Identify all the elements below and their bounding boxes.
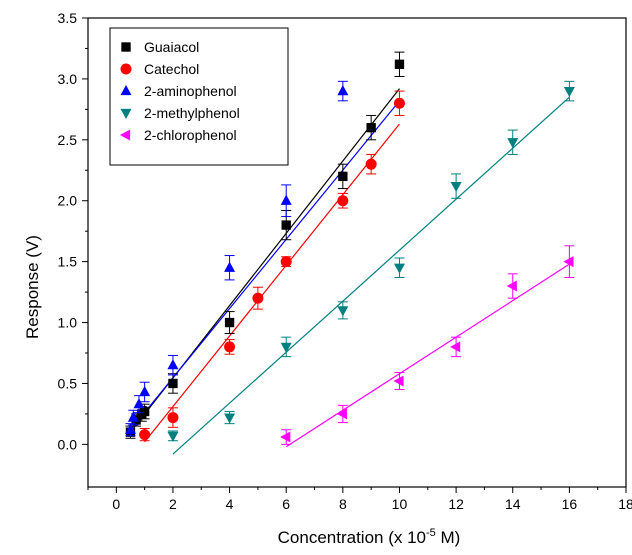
data-point	[280, 431, 291, 443]
y-tick-label: 1.5	[58, 254, 78, 270]
data-point	[393, 263, 405, 274]
y-tick-label: 1.0	[58, 315, 78, 331]
fit-lines	[130, 88, 570, 455]
data-point	[337, 306, 349, 317]
y-tick-label: 3.0	[58, 71, 78, 87]
y-tick-label: 0.5	[58, 375, 78, 391]
legend-label: 2-aminophenol	[144, 83, 237, 99]
x-tick-label: 18	[618, 496, 632, 512]
y-tick-label: 0.0	[58, 436, 78, 452]
data-point	[337, 85, 349, 96]
data-point	[252, 292, 264, 304]
data-point	[139, 385, 151, 397]
y-tick-label: 2.0	[58, 193, 78, 209]
data-point	[507, 138, 519, 149]
x-tick-label: 4	[226, 496, 234, 512]
x-axis-title-unit: M)	[436, 528, 461, 547]
data-point	[280, 256, 292, 268]
data-point	[393, 375, 404, 387]
data-points	[124, 51, 575, 445]
data-point	[124, 423, 136, 434]
data-point	[393, 97, 405, 109]
legend-box	[109, 27, 289, 166]
legend-marker	[120, 84, 132, 96]
legend-marker	[120, 108, 132, 120]
legend-marker	[121, 42, 131, 52]
y-tick-label: 3.5	[58, 10, 78, 26]
x-tick-label: 14	[505, 496, 521, 512]
y-tick-label: 2.5	[58, 132, 78, 148]
x-axis-title-exponent: -5	[426, 527, 436, 539]
x-tick-label: 12	[448, 496, 464, 512]
x-tick-label: 2	[169, 496, 177, 512]
plot-frame	[87, 17, 627, 488]
data-point	[224, 261, 236, 272]
axes: 0 2 4 6 8 10 12 14 16 18 0.0 0.5 1.0 1.5 2.0 2.5 3.0 3.5	[58, 10, 632, 512]
data-point	[224, 413, 236, 424]
data-point	[338, 171, 348, 182]
legend-marker	[120, 63, 132, 75]
legend-label: Catechol	[144, 61, 199, 77]
plot-border	[87, 17, 627, 488]
data-point	[563, 256, 574, 268]
data-point	[168, 378, 178, 389]
data-point	[450, 341, 461, 353]
data-point	[280, 194, 292, 205]
data-point	[336, 408, 347, 420]
data-point	[167, 412, 179, 424]
legend-label: 2-chlorophenol	[144, 127, 237, 143]
legend: Guaiacol Catechol 2-aminophenol 2-methylphe…	[109, 27, 289, 166]
data-point	[394, 59, 405, 69]
data-point	[337, 195, 349, 207]
y-axis-title: Response (V)	[23, 235, 42, 339]
data-point	[563, 86, 575, 98]
x-tick-label: 8	[339, 496, 347, 512]
data-point	[366, 122, 376, 133]
data-point	[167, 359, 179, 370]
fit-line	[285, 263, 570, 448]
fit-line	[144, 123, 400, 443]
legend-label: Guaiacol	[144, 39, 199, 55]
legend-label: 2-methylphenol	[144, 105, 240, 121]
x-axis-title-main: Concentration (x 10	[278, 528, 426, 547]
x-tick-label: 16	[562, 496, 578, 512]
data-point	[506, 280, 517, 292]
x-tick-label: 10	[392, 496, 408, 512]
data-point	[133, 398, 145, 409]
data-point	[450, 181, 462, 193]
data-point	[139, 406, 150, 417]
data-point	[139, 429, 151, 441]
data-point	[280, 342, 292, 353]
legend-marker	[119, 129, 131, 141]
data-point	[281, 220, 291, 230]
fit-line	[172, 96, 570, 455]
data-point	[127, 411, 139, 422]
x-tick-label: 6	[282, 496, 290, 512]
data-point	[224, 341, 236, 353]
x-axis-title: Concentration (x 10-5 M)	[278, 527, 461, 547]
data-point	[167, 431, 179, 442]
data-point	[224, 317, 235, 328]
x-tick-label: 0	[112, 496, 120, 512]
data-point	[365, 158, 377, 170]
